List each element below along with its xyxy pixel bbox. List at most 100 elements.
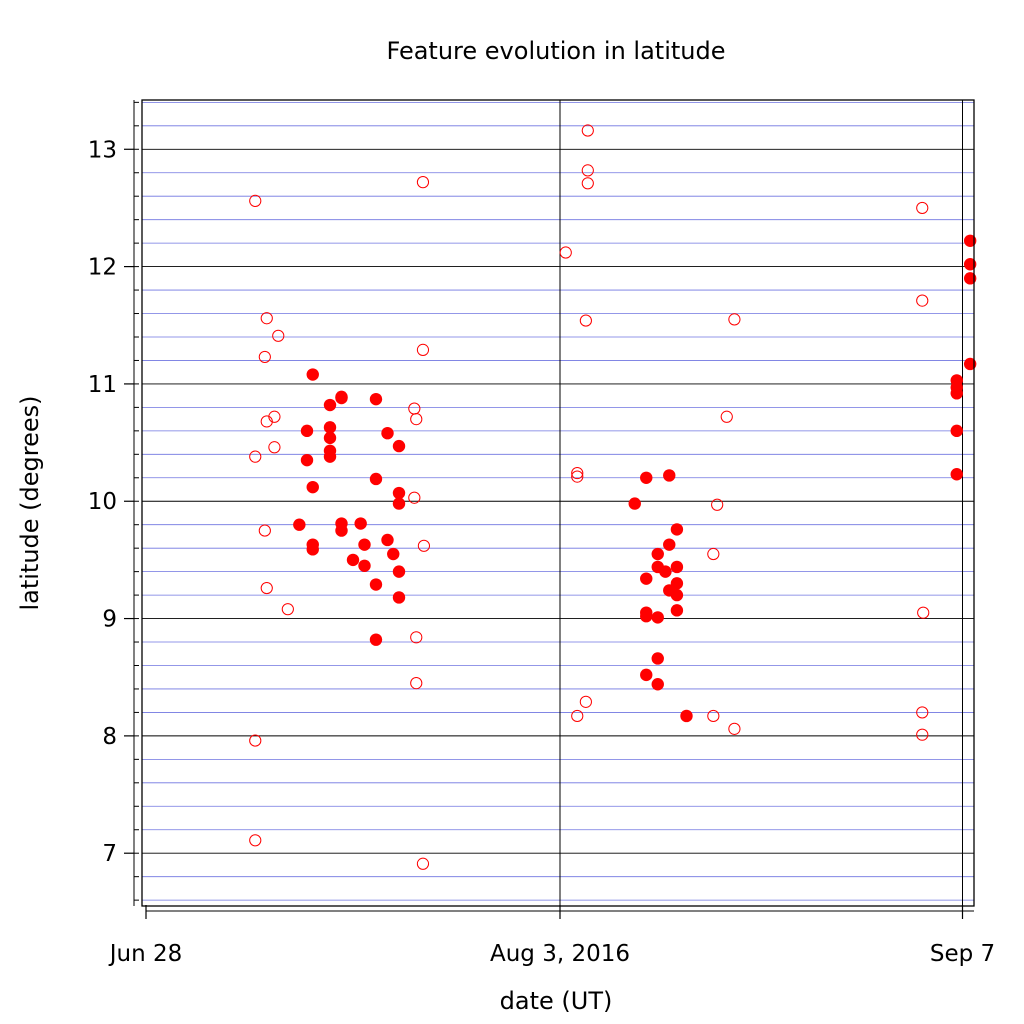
x-tick-label: Aug 3, 2016 <box>490 941 630 967</box>
open-point <box>408 402 421 415</box>
open-point <box>916 728 929 741</box>
open-point <box>728 313 741 326</box>
open-point <box>416 343 430 356</box>
open-point <box>249 834 262 847</box>
open-point <box>408 491 421 504</box>
open-point <box>416 857 430 870</box>
chart-title: Feature evolution in latitude <box>386 37 725 65</box>
filled-point <box>392 486 406 500</box>
filled-point <box>306 480 319 494</box>
open-point <box>268 410 281 423</box>
open-point <box>917 606 930 619</box>
open-point <box>416 176 430 189</box>
open-point <box>916 706 929 719</box>
plot-frame <box>141 99 975 907</box>
open-point <box>916 294 929 307</box>
filled-point <box>663 469 676 482</box>
filled-point <box>670 560 684 574</box>
filled-point <box>300 424 314 438</box>
filled-point <box>323 398 337 412</box>
open-point <box>258 524 271 537</box>
open-point <box>417 539 431 552</box>
open-point <box>579 695 592 708</box>
open-point <box>272 329 285 342</box>
open-point <box>720 410 733 423</box>
filled-point <box>381 426 394 440</box>
filled-point <box>335 524 348 537</box>
open-point <box>707 547 720 561</box>
filled-point <box>670 604 684 617</box>
open-point <box>571 709 584 723</box>
filled-point <box>950 424 963 438</box>
filled-point <box>369 392 383 406</box>
y-tick-label: 10 <box>88 489 117 515</box>
open-point <box>410 413 423 426</box>
filled-point <box>651 547 664 561</box>
open-point <box>249 450 262 463</box>
y-tick-label: 12 <box>88 255 117 281</box>
open-point <box>579 314 592 327</box>
filled-point <box>354 517 367 530</box>
filled-point <box>963 272 977 285</box>
filled-point <box>640 610 653 623</box>
filled-point <box>640 668 653 682</box>
filled-point <box>306 368 319 381</box>
y-tick-label: 9 <box>102 607 117 633</box>
open-point <box>281 603 294 616</box>
data-points <box>249 124 977 870</box>
filled-point <box>392 565 406 578</box>
filled-point <box>651 611 664 624</box>
filled-point <box>680 709 693 723</box>
filled-point <box>963 234 977 247</box>
open-point <box>559 246 572 259</box>
filled-point <box>392 591 406 604</box>
x-tick-label: Sep 7 <box>930 941 995 967</box>
filled-point <box>358 559 371 572</box>
filled-point <box>950 468 963 481</box>
y-tick-label: 8 <box>102 724 117 750</box>
filled-point <box>670 588 684 602</box>
filled-point <box>670 577 684 590</box>
filled-point <box>663 538 676 551</box>
y-tick-label: 11 <box>88 372 117 398</box>
open-point <box>410 631 423 644</box>
open-point <box>410 676 423 690</box>
open-point <box>268 441 281 454</box>
filled-point <box>651 652 664 665</box>
filled-point <box>293 518 306 531</box>
filled-point <box>369 578 383 591</box>
filled-point <box>950 387 963 400</box>
filled-point <box>659 565 672 578</box>
filled-point <box>323 421 337 434</box>
filled-point <box>335 391 348 405</box>
open-point <box>707 709 720 723</box>
y-tick-label: 7 <box>102 841 117 867</box>
filled-point <box>306 543 319 556</box>
axes: 7 8 9 10 11 12 13 Jun 28 Aug 3, 2016 Sep 7 <box>88 100 995 967</box>
filled-point <box>323 431 337 445</box>
filled-point <box>651 678 664 691</box>
filled-point <box>300 453 314 467</box>
filled-point <box>628 497 641 510</box>
open-point <box>728 722 741 735</box>
filled-point <box>963 357 977 371</box>
open-point <box>249 194 262 207</box>
x-axis-label: date (UT) <box>500 987 613 1015</box>
open-point <box>249 734 262 747</box>
open-point <box>571 466 584 480</box>
open-point <box>571 470 584 483</box>
grid-lines <box>142 100 974 906</box>
open-point <box>258 350 271 364</box>
filled-point <box>323 450 337 463</box>
y-axis-label: latitude (degrees) <box>16 395 44 610</box>
filled-point <box>369 472 383 486</box>
open-point <box>581 164 594 177</box>
filled-point <box>392 497 406 510</box>
filled-point <box>387 547 400 561</box>
filled-point <box>358 538 371 551</box>
open-point <box>711 498 724 511</box>
filled-point <box>346 553 360 567</box>
open-point <box>581 124 594 137</box>
x-tick-label: Jun 28 <box>108 941 183 967</box>
